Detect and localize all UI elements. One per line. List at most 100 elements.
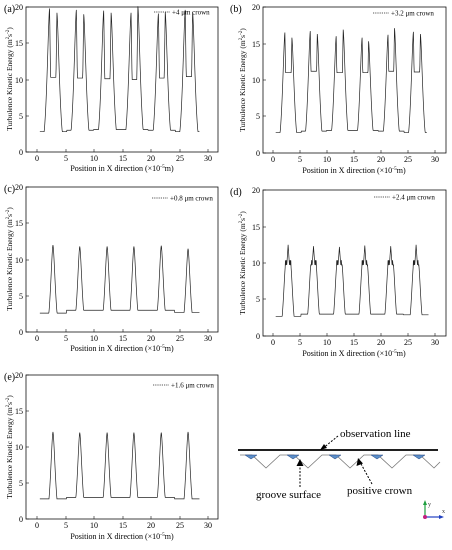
- crown-markers: [244, 454, 426, 460]
- x-tick-label: 30: [204, 521, 212, 530]
- x-tick-label: 25: [176, 334, 184, 343]
- x-tick-label: 15: [119, 334, 127, 343]
- y-tick-label: 0: [256, 332, 260, 341]
- y-tick-label: 10: [15, 76, 23, 85]
- y-tick-label: 15: [15, 407, 23, 416]
- legend-label: +0.8 μm crown: [170, 195, 213, 203]
- y-tick-label: 20: [252, 186, 260, 195]
- x-tick-label: 20: [147, 154, 155, 163]
- tke-curve: [275, 28, 427, 133]
- arrow-head: [423, 500, 427, 505]
- axis-y-label: y: [428, 502, 431, 508]
- panel-a: (a) 0 5 10 15 20 0 5 10 15 20: [4, 3, 219, 173]
- x-tick-label: 25: [176, 154, 184, 163]
- legend-label: +3.2 μm crown: [391, 10, 434, 18]
- y-axis-label: Turbulence Kinetic Energy (m2s-2): [5, 27, 14, 131]
- y-tick-label: 15: [15, 39, 23, 48]
- positive-crown-marker: [286, 454, 300, 460]
- positive-crown-marker: [370, 454, 384, 460]
- observation-line-label: observation line: [340, 428, 411, 440]
- panel-letter: (a): [4, 4, 15, 15]
- positive-crown-arrow: [359, 461, 373, 485]
- x-tick-label: 30: [431, 155, 439, 164]
- x-tick-label: 20: [147, 521, 155, 530]
- x-tick-label: 15: [350, 155, 358, 164]
- x-tick-label: 15: [350, 338, 358, 347]
- panel-e: (e) 0 5 10 15 20 0 5 10 15 20: [4, 371, 219, 541]
- y-tick-label: 0: [19, 515, 23, 524]
- legend-label: +2.4 μm crown: [392, 194, 435, 202]
- y-axis-label: Turbulence Kinetic Energy (m2s-2): [5, 395, 14, 499]
- y-ticks: 0 5 10 15 20: [15, 183, 29, 337]
- positive-crown-label: positive crown: [347, 485, 413, 497]
- z-axis-dot: [423, 515, 427, 519]
- plot-frame: [262, 6, 447, 154]
- x-tick-label: 15: [119, 521, 127, 530]
- groove-schematic: observation line groove surface positive…: [238, 428, 445, 519]
- y-tick-label: 15: [252, 40, 260, 49]
- y-tick-label: 20: [15, 183, 23, 192]
- x-tick-label: 5: [64, 154, 68, 163]
- plot-frame: [25, 6, 219, 153]
- x-tick-label: 30: [431, 338, 439, 347]
- x-tick-label: 5: [64, 334, 68, 343]
- x-ticks: 0 5 10 15 20 25 30: [35, 329, 212, 343]
- plot-frame: [25, 186, 219, 333]
- y-ticks: 0 5 10 15 20: [252, 186, 266, 341]
- panel-letter: (c): [4, 184, 15, 195]
- x-tick-label: 0: [35, 154, 39, 163]
- positive-crown-marker: [328, 454, 342, 460]
- x-axis-label: Position in X direction (×10-5m): [302, 349, 406, 358]
- x-ticks: 0 5 10 15 20 25 30: [271, 150, 439, 164]
- x-tick-label: 30: [204, 154, 212, 163]
- x-tick-label: 25: [404, 338, 412, 347]
- positive-crown-marker: [244, 454, 258, 460]
- x-tick-label: 20: [377, 338, 385, 347]
- x-tick-label: 0: [271, 338, 275, 347]
- y-tick-label: 20: [252, 3, 260, 12]
- y-tick-label: 5: [256, 295, 260, 304]
- tke-curve: [39, 431, 200, 500]
- y-ticks: 0 5 10 15 20: [15, 371, 29, 524]
- coordinate-triad: y x: [423, 500, 445, 519]
- x-ticks: 0 5 10 15 20 25 30: [271, 333, 439, 347]
- x-tick-label: 5: [298, 338, 302, 347]
- y-axis-label: Turbulence Kinetic Energy (m2s-2): [238, 28, 247, 132]
- panel-letter: (d): [230, 187, 242, 198]
- y-tick-label: 0: [256, 149, 260, 158]
- tke-curve: [39, 6, 200, 133]
- y-tick-label: 5: [19, 292, 23, 301]
- x-tick-label: 10: [323, 338, 331, 347]
- y-tick-label: 15: [252, 223, 260, 232]
- panel-letter: (b): [230, 4, 242, 15]
- y-axis-label: Turbulence Kinetic Energy (m2s-2): [238, 211, 247, 315]
- x-tick-label: 10: [90, 521, 98, 530]
- panel-letter: (e): [4, 372, 15, 383]
- x-tick-label: 0: [35, 334, 39, 343]
- x-ticks: 0 5 10 15 20 25 30: [35, 149, 212, 163]
- x-tick-label: 10: [323, 155, 331, 164]
- groove-surface-outline: [240, 454, 441, 469]
- y-tick-label: 0: [19, 148, 23, 157]
- x-tick-label: 0: [271, 155, 275, 164]
- y-tick-label: 20: [15, 3, 23, 12]
- y-axis-label: Turbulence Kinetic Energy (m2s-2): [5, 207, 14, 311]
- x-tick-label: 0: [35, 521, 39, 530]
- x-tick-label: 15: [119, 154, 127, 163]
- x-tick-label: 10: [90, 334, 98, 343]
- y-tick-label: 5: [256, 112, 260, 121]
- x-tick-label: 10: [90, 154, 98, 163]
- y-tick-label: 15: [15, 219, 23, 228]
- y-tick-label: 10: [15, 443, 23, 452]
- y-tick-label: 5: [19, 479, 23, 488]
- y-tick-label: 5: [19, 112, 23, 121]
- tke-curve: [39, 244, 200, 314]
- arrow-head: [296, 459, 304, 466]
- arrow-head: [320, 444, 327, 450]
- tke-curve: [275, 244, 429, 317]
- x-tick-label: 30: [204, 334, 212, 343]
- legend-label: +4 μm crown: [172, 9, 210, 17]
- x-tick-label: 25: [176, 521, 184, 530]
- legend-label: +1.6 μm crown: [171, 382, 214, 390]
